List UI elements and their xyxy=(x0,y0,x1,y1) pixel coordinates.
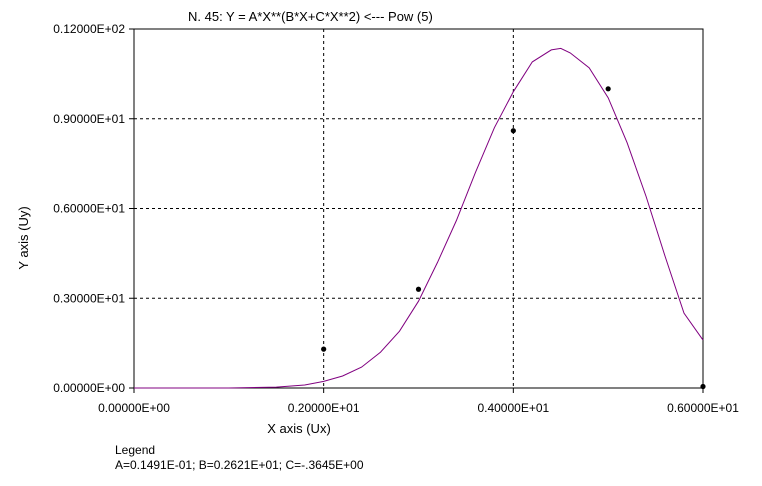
data-point-1 xyxy=(415,286,422,292)
y-tick-label-4: 0.12000E+02 xyxy=(53,22,125,36)
chart-title: N. 45: Y = A*X**(B*X+C*X**2) <--- Pow (5… xyxy=(188,9,433,24)
y-tick-label-0: 0.00000E+00 xyxy=(53,381,125,395)
y-tick-label-2: 0.60000E+01 xyxy=(53,202,125,216)
legend-title: Legend xyxy=(115,443,155,457)
x-tick-label-0: 0.00000E+00 xyxy=(98,401,170,415)
x-tick-label-1: 0.20000E+01 xyxy=(288,401,360,415)
data-points xyxy=(321,86,706,390)
y-tick-label-3: 0.90000E+01 xyxy=(53,112,125,126)
fit-curve xyxy=(134,47,704,389)
axis-ticks: 0.00000E+00 0.20000E+01 0.40000E+01 0.60000… xyxy=(53,22,739,415)
y-tick-label-1: 0.30000E+01 xyxy=(53,291,125,305)
x-axis-label: X axis (Ux) xyxy=(267,421,331,436)
data-point-3 xyxy=(605,86,611,92)
x-tick-label-3: 0.60000E+01 xyxy=(667,401,739,415)
data-point-0 xyxy=(321,346,327,352)
y-axis-label: Y axis (Uy) xyxy=(16,206,31,269)
fit-curve-layer xyxy=(134,47,704,389)
data-point-2 xyxy=(510,128,516,134)
data-point-4 xyxy=(700,383,706,390)
x-tick-label-2: 0.40000E+01 xyxy=(477,401,549,415)
legend-coefficients: A=0.1491E-01; B=0.2621E+01; C=-.3645E+00 xyxy=(115,458,364,472)
grid-lines xyxy=(134,29,703,388)
